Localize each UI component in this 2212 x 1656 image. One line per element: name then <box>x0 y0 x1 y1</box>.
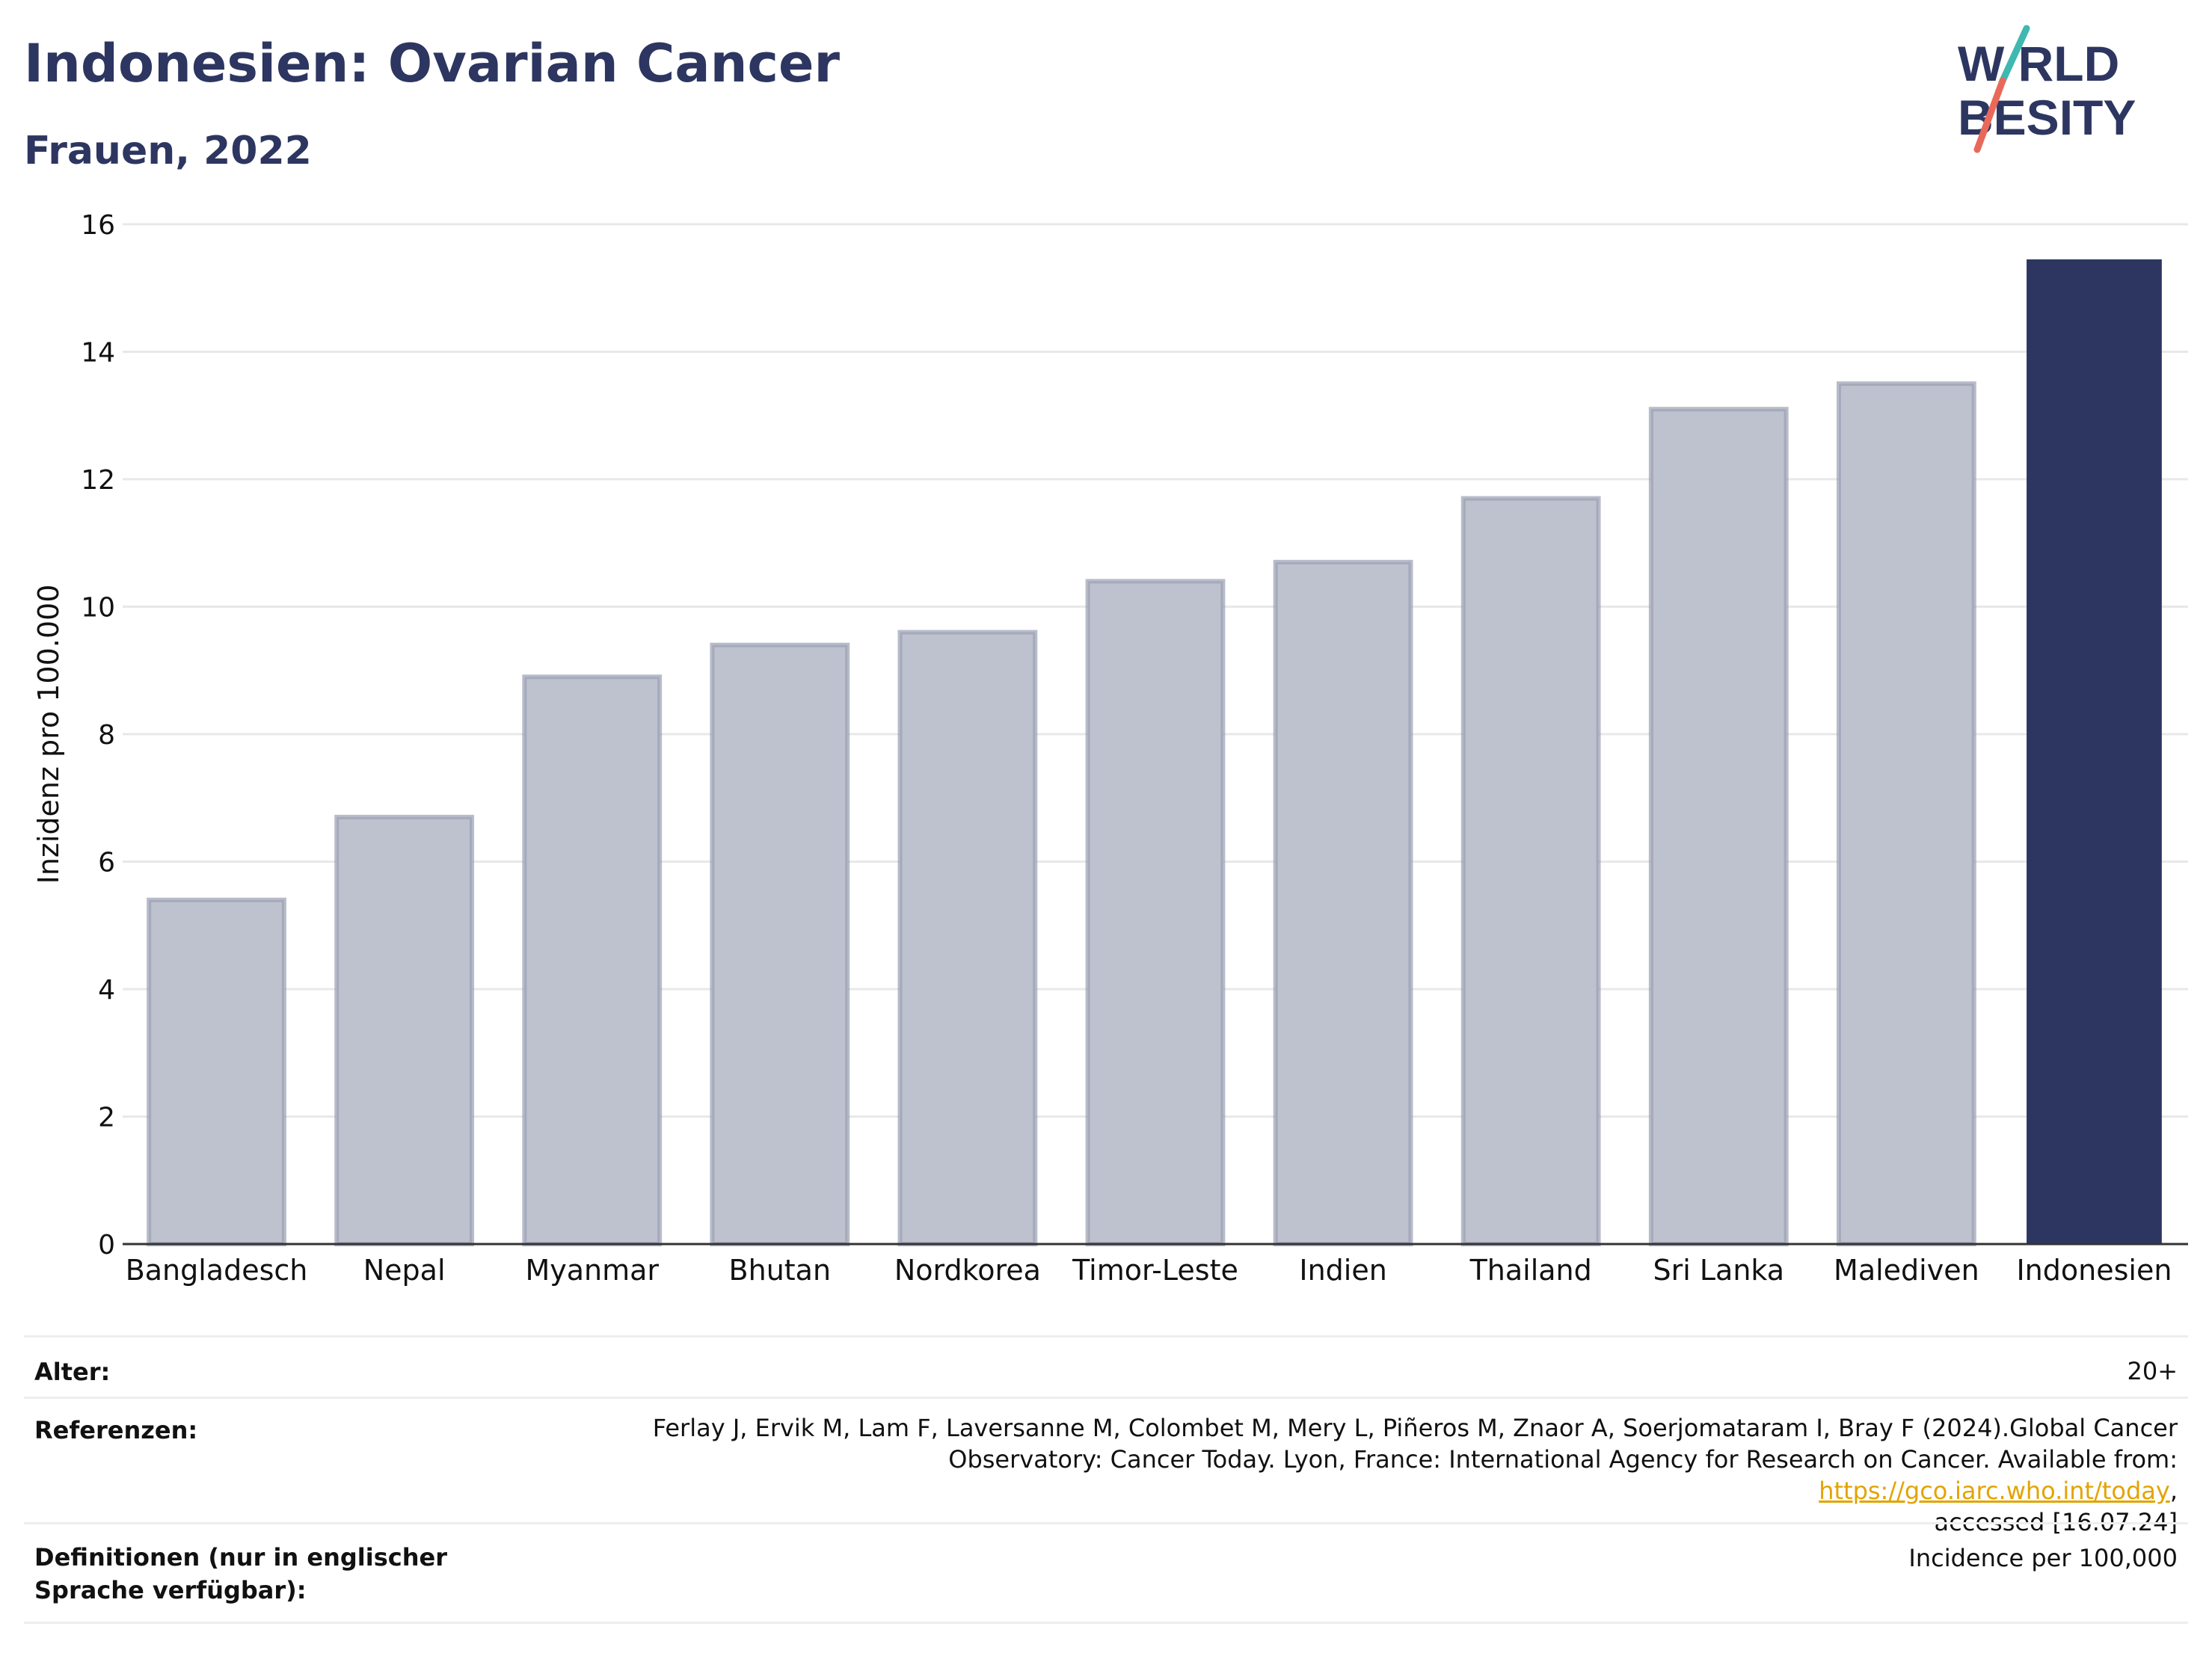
y-tick-label: 16 <box>81 210 115 241</box>
info-row-definitions: Definitionen (nur in englischer Sprache … <box>24 1522 2188 1624</box>
x-tick-label: Nepal <box>363 1254 446 1287</box>
bar-indien <box>1273 559 1413 1246</box>
bar-malediven <box>1836 381 1976 1246</box>
y-tick-labels: 0 2 4 6 8 10 12 14 16 <box>81 210 115 1261</box>
x-tick-label: Malediven <box>1834 1254 1979 1287</box>
references-line-2-end: , <box>2169 1477 2178 1505</box>
references-line-1: Ferlay J, Ervik M, Lam F, Laversanne M, … <box>652 1414 2178 1442</box>
bar-bhutan <box>710 642 850 1246</box>
references-line-2: Observatory: Cancer Today. Lyon, France:… <box>607 1444 2178 1506</box>
x-tick-label: Timor-Leste <box>1072 1254 1238 1287</box>
logo-line1: W RLD <box>1958 36 2119 91</box>
bar-bangladesch <box>147 897 286 1247</box>
page-title: Indonesien: Ovarian Cancer <box>24 33 840 94</box>
y-tick-label: 12 <box>81 465 115 496</box>
x-tick-label: Indien <box>1299 1254 1386 1287</box>
bar-chart: 0 2 4 6 8 10 12 14 16 Bangladesch Nepal Myanmar Bhu… <box>32 210 2188 1287</box>
y-tick-label: 8 <box>98 720 115 751</box>
x-tick-label: Thailand <box>1469 1254 1592 1287</box>
bar-nepal <box>334 814 475 1246</box>
x-tick-label: Sri Lanka <box>1653 1254 1784 1287</box>
logo-slash-bottom <box>1973 77 2006 153</box>
bars <box>147 259 2162 1247</box>
info-row-references: Referenzen: Ferlay J, Ervik M, Lam F, La… <box>24 1397 2188 1536</box>
x-tick-label: Bhutan <box>729 1254 832 1287</box>
logo-slash-top <box>1999 25 2030 84</box>
bar-indonesien <box>2027 259 2162 1245</box>
definitions-value: Incidence per 100,000 <box>1908 1544 2178 1572</box>
definitions-label: Definitionen (nur in englischer Sprache … <box>34 1543 447 1604</box>
y-tick-label: 0 <box>98 1230 115 1261</box>
references-link[interactable]: https://gco.iarc.who.int/today <box>1819 1477 2170 1505</box>
bar-sri-lanka <box>1648 407 1789 1246</box>
references-line-2-text: Observatory: Cancer Today. Lyon, France:… <box>948 1445 2178 1474</box>
x-tick-label: Nordkorea <box>894 1254 1041 1287</box>
y-axis-label: Inzidenz pro 100.000 <box>32 585 65 884</box>
x-tick-label: Indonesien <box>2016 1254 2172 1287</box>
x-tick-label: Myanmar <box>525 1254 659 1287</box>
x-tick-labels: Bangladesch Nepal Myanmar Bhutan Nordkorea Ti… <box>126 1254 2172 1287</box>
bar-thailand <box>1460 496 1601 1246</box>
bar-nordkorea <box>897 630 1038 1246</box>
age-value: 20+ <box>2127 1357 2178 1385</box>
page-subtitle: Frauen, 2022 <box>24 129 312 173</box>
world-obesity-logo: W RLD BESITY <box>1958 25 2136 153</box>
y-tick-label: 2 <box>98 1103 115 1133</box>
y-tick-label: 10 <box>81 593 115 624</box>
info-row-age: Alter: 20+ <box>24 1335 2188 1399</box>
references-value: Ferlay J, Ervik M, Lam F, Laversanne M, … <box>607 1412 2178 1538</box>
age-label: Alter: <box>34 1358 111 1386</box>
references-label: Referenzen: <box>34 1416 198 1444</box>
bar-myanmar <box>522 674 663 1246</box>
x-tick-label: Bangladesch <box>126 1254 308 1287</box>
info-table: Alter: 20+ Referenzen: Ferlay J, Ervik M… <box>24 1335 2188 1627</box>
y-tick-label: 4 <box>98 975 115 1006</box>
y-tick-label: 14 <box>81 338 115 369</box>
y-tick-label: 6 <box>98 848 115 878</box>
bar-timor-leste <box>1085 579 1226 1246</box>
